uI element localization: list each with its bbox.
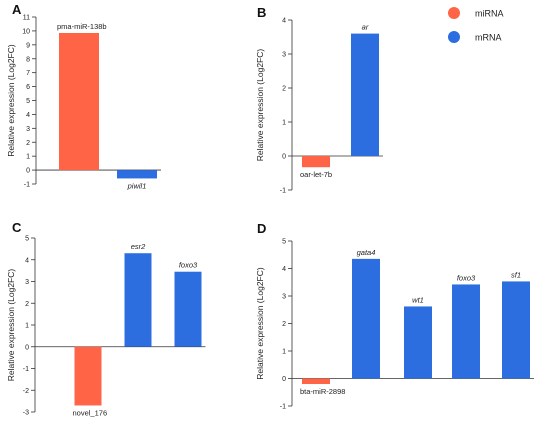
bar-label: sf1 [511, 270, 521, 279]
y-tick-label: 6 [26, 84, 30, 91]
y-tick-label: -1 [23, 366, 29, 373]
y-tick-label: 3 [26, 126, 30, 133]
legend-label: miRNA [475, 9, 504, 19]
y-tick-label: 7 [26, 70, 30, 77]
y-tick-label: -2 [23, 388, 29, 395]
y-tick-label: 9 [26, 42, 30, 49]
y-tick-label: 2 [25, 301, 29, 308]
legend-marker-mrna [448, 31, 460, 43]
y-tick-label: 4 [282, 266, 286, 273]
y-axis-label: Relative expression (Log2FC) [6, 269, 16, 382]
y-tick-label: 11 [23, 15, 30, 22]
bar-esr2 [124, 253, 152, 347]
y-tick-label: -1 [24, 182, 30, 189]
y-tick-label: 10 [22, 28, 30, 35]
y-axis-label: Relative expression (Log2FC) [6, 44, 16, 157]
bar-label: foxo3 [179, 261, 198, 270]
y-tick-label: 0 [25, 344, 29, 351]
panel-letter: B [257, 5, 266, 20]
y-tick-label: 1 [282, 349, 286, 356]
y-tick-label: -1 [280, 404, 286, 411]
y-tick-label: 0 [282, 376, 286, 383]
y-tick-label: -1 [280, 188, 286, 195]
y-tick-label: 5 [26, 98, 30, 105]
y-tick-label: 4 [282, 18, 286, 25]
bar-gata4 [352, 258, 380, 379]
bar-label: esr2 [131, 242, 146, 251]
bar-label: oar-let-7b [300, 170, 332, 179]
panel-c: C Relative expression (Log2FC) -3 -2 -1 0 1 2 3 4… [6, 220, 206, 417]
bar-sf1 [502, 281, 530, 379]
bar-piwil1 [117, 170, 157, 179]
panel-b: B Relative expression (Log2FC) -1 0 1 2 3 4 oar-… [255, 5, 383, 195]
y-tick-label: -3 [23, 410, 29, 417]
y-tick-label: 3 [282, 52, 286, 59]
y-tick-label: 3 [25, 279, 29, 286]
bar-pma-mir-138b [59, 33, 99, 171]
bar-ar [351, 33, 379, 156]
y-tick-label: 5 [282, 239, 286, 246]
y-tick-label: 4 [26, 112, 30, 119]
bar-label: ar [362, 23, 369, 32]
y-tick-label: 2 [282, 86, 286, 93]
bar-label: bta-miR-2898 [300, 387, 345, 396]
y-axis-label: Relative expression (Log2FC) [255, 49, 265, 162]
y-tick-label: 3 [282, 294, 286, 301]
legend-label: mRNA [475, 33, 502, 43]
bar-label: piwil1 [127, 181, 147, 190]
bar-label: wt1 [412, 295, 424, 304]
y-tick-label: 0 [26, 168, 30, 175]
y-tick-label: 1 [25, 323, 29, 330]
y-tick-label: 2 [282, 321, 286, 328]
bar-wt1 [404, 306, 432, 379]
bar-oar-let-7b [302, 156, 330, 168]
y-tick-label: 5 [25, 236, 29, 243]
legend: miRNA mRNA [448, 7, 504, 43]
legend-marker-mirna [448, 7, 460, 19]
bar-label: foxo3 [457, 273, 476, 282]
y-tick-label: 4 [25, 257, 29, 264]
bar-foxo3 [452, 284, 480, 379]
bar-bta-mir-2898 [302, 378, 330, 384]
y-tick-label: 1 [282, 120, 286, 127]
bar-novel-176 [74, 346, 102, 406]
y-tick-label: 0 [282, 154, 286, 161]
bar-label: novel_176 [73, 408, 108, 417]
y-tick-label: 1 [26, 154, 30, 161]
y-axis-label: Relative expression (Log2FC) [255, 267, 265, 380]
panel-letter: A [12, 2, 22, 17]
y-tick-label: 8 [26, 56, 30, 63]
y-tick-label: 2 [26, 140, 30, 147]
bar-label: pma-miR-138b [57, 22, 107, 31]
panel-a: A Relative expression (Log2FC) -1 0 1 2 3 4 5 6 7 8… [6, 2, 161, 190]
bar-foxo3 [174, 271, 202, 347]
panel-d: D Relative expression (Log2FC) -1 0 1 2 3 4 5 bta… [255, 221, 534, 411]
panel-letter: C [12, 220, 22, 235]
bar-label: gata4 [357, 248, 376, 257]
panel-letter: D [257, 221, 266, 236]
